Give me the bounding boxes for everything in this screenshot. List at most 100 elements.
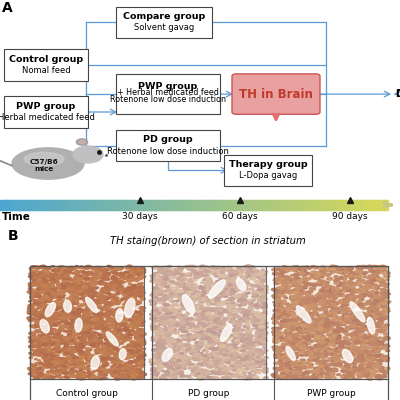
Circle shape — [84, 328, 87, 329]
Circle shape — [244, 294, 247, 295]
Circle shape — [293, 326, 299, 329]
Circle shape — [240, 366, 243, 367]
Circle shape — [200, 337, 206, 340]
Circle shape — [316, 374, 321, 376]
Circle shape — [293, 348, 299, 350]
Circle shape — [384, 315, 387, 316]
Ellipse shape — [40, 320, 49, 333]
Circle shape — [154, 280, 157, 282]
Circle shape — [206, 357, 211, 359]
Circle shape — [141, 320, 145, 322]
Circle shape — [316, 324, 320, 326]
Circle shape — [173, 329, 177, 330]
Circle shape — [247, 352, 252, 354]
Circle shape — [281, 292, 285, 294]
Circle shape — [193, 350, 197, 352]
Circle shape — [126, 318, 131, 320]
Circle shape — [50, 318, 55, 320]
Text: 90 days: 90 days — [332, 212, 368, 221]
Circle shape — [57, 352, 61, 353]
Circle shape — [260, 304, 266, 306]
Bar — [278, 200, 280, 210]
Circle shape — [383, 293, 388, 296]
Circle shape — [137, 312, 141, 314]
Circle shape — [227, 373, 232, 375]
Circle shape — [45, 361, 49, 363]
Circle shape — [187, 283, 190, 284]
Circle shape — [230, 321, 234, 322]
Bar — [344, 200, 346, 210]
Circle shape — [111, 300, 115, 302]
Circle shape — [193, 266, 197, 268]
Circle shape — [241, 280, 244, 281]
Circle shape — [290, 344, 296, 346]
Circle shape — [364, 337, 367, 338]
Circle shape — [93, 336, 96, 338]
Circle shape — [192, 289, 196, 291]
Circle shape — [35, 330, 41, 333]
Bar — [172, 200, 174, 210]
Circle shape — [216, 335, 223, 338]
Circle shape — [34, 349, 38, 351]
Circle shape — [162, 273, 167, 275]
Circle shape — [101, 360, 107, 362]
Circle shape — [198, 288, 202, 290]
Circle shape — [183, 285, 186, 286]
Circle shape — [301, 300, 306, 303]
Circle shape — [166, 352, 170, 353]
Circle shape — [378, 278, 381, 280]
Circle shape — [154, 288, 157, 290]
Circle shape — [44, 290, 46, 291]
Circle shape — [358, 367, 364, 370]
Circle shape — [187, 344, 191, 346]
Circle shape — [45, 361, 49, 362]
Circle shape — [261, 302, 266, 304]
Circle shape — [38, 280, 44, 283]
Circle shape — [30, 294, 33, 295]
Circle shape — [262, 298, 265, 299]
Circle shape — [247, 340, 253, 343]
Circle shape — [58, 373, 62, 374]
Circle shape — [335, 270, 338, 271]
Bar — [256, 200, 258, 210]
Circle shape — [331, 287, 334, 288]
Circle shape — [332, 356, 336, 358]
Circle shape — [82, 309, 85, 310]
Circle shape — [371, 284, 376, 286]
Circle shape — [129, 330, 132, 331]
Circle shape — [168, 344, 172, 346]
Circle shape — [160, 340, 163, 341]
Circle shape — [179, 334, 184, 337]
Circle shape — [340, 302, 343, 303]
Circle shape — [315, 297, 320, 299]
Circle shape — [55, 350, 60, 352]
Circle shape — [187, 364, 191, 366]
Circle shape — [357, 372, 364, 375]
Circle shape — [102, 296, 108, 298]
Circle shape — [248, 301, 252, 302]
Circle shape — [124, 292, 127, 293]
Circle shape — [208, 327, 213, 329]
Circle shape — [386, 284, 389, 285]
Circle shape — [164, 371, 170, 373]
Circle shape — [216, 365, 222, 367]
Circle shape — [358, 323, 364, 326]
Circle shape — [292, 305, 297, 307]
Circle shape — [196, 368, 203, 371]
Circle shape — [293, 289, 296, 291]
Circle shape — [93, 322, 98, 325]
Circle shape — [158, 331, 164, 334]
Circle shape — [90, 354, 94, 356]
Circle shape — [256, 304, 258, 305]
Circle shape — [134, 349, 139, 351]
Circle shape — [78, 362, 84, 365]
Circle shape — [92, 288, 96, 290]
Circle shape — [67, 278, 72, 280]
Circle shape — [54, 340, 60, 343]
Circle shape — [294, 295, 298, 297]
Circle shape — [287, 364, 290, 366]
Circle shape — [257, 372, 261, 374]
Circle shape — [312, 347, 316, 348]
Circle shape — [291, 301, 297, 304]
Circle shape — [341, 354, 346, 356]
